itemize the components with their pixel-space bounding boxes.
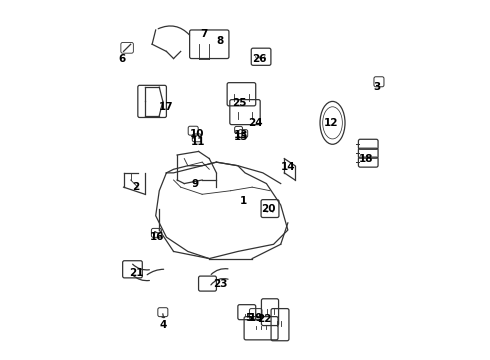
Text: 23: 23 xyxy=(213,279,227,289)
Text: 8: 8 xyxy=(217,36,223,46)
Text: 11: 11 xyxy=(191,138,206,148)
Text: 20: 20 xyxy=(261,203,275,213)
Text: 25: 25 xyxy=(232,98,247,108)
Text: 19: 19 xyxy=(248,312,263,323)
Text: 5: 5 xyxy=(245,312,252,323)
Text: 10: 10 xyxy=(190,129,204,139)
Text: 6: 6 xyxy=(118,54,125,64)
Text: 1: 1 xyxy=(240,197,247,206)
Text: 18: 18 xyxy=(359,154,374,163)
Text: 17: 17 xyxy=(158,102,173,112)
Text: 15: 15 xyxy=(234,132,249,142)
Text: 9: 9 xyxy=(192,179,198,189)
Text: 21: 21 xyxy=(129,268,143,278)
Text: 22: 22 xyxy=(257,314,272,324)
Text: 24: 24 xyxy=(248,118,263,128)
Text: 13: 13 xyxy=(234,130,249,140)
Text: 7: 7 xyxy=(200,28,208,39)
Text: 2: 2 xyxy=(132,182,140,192)
Text: 4: 4 xyxy=(159,320,167,330)
Text: 12: 12 xyxy=(323,118,338,128)
Text: 3: 3 xyxy=(373,82,381,92)
Text: 26: 26 xyxy=(252,54,267,64)
Text: 16: 16 xyxy=(150,232,165,242)
Text: 14: 14 xyxy=(281,162,295,172)
